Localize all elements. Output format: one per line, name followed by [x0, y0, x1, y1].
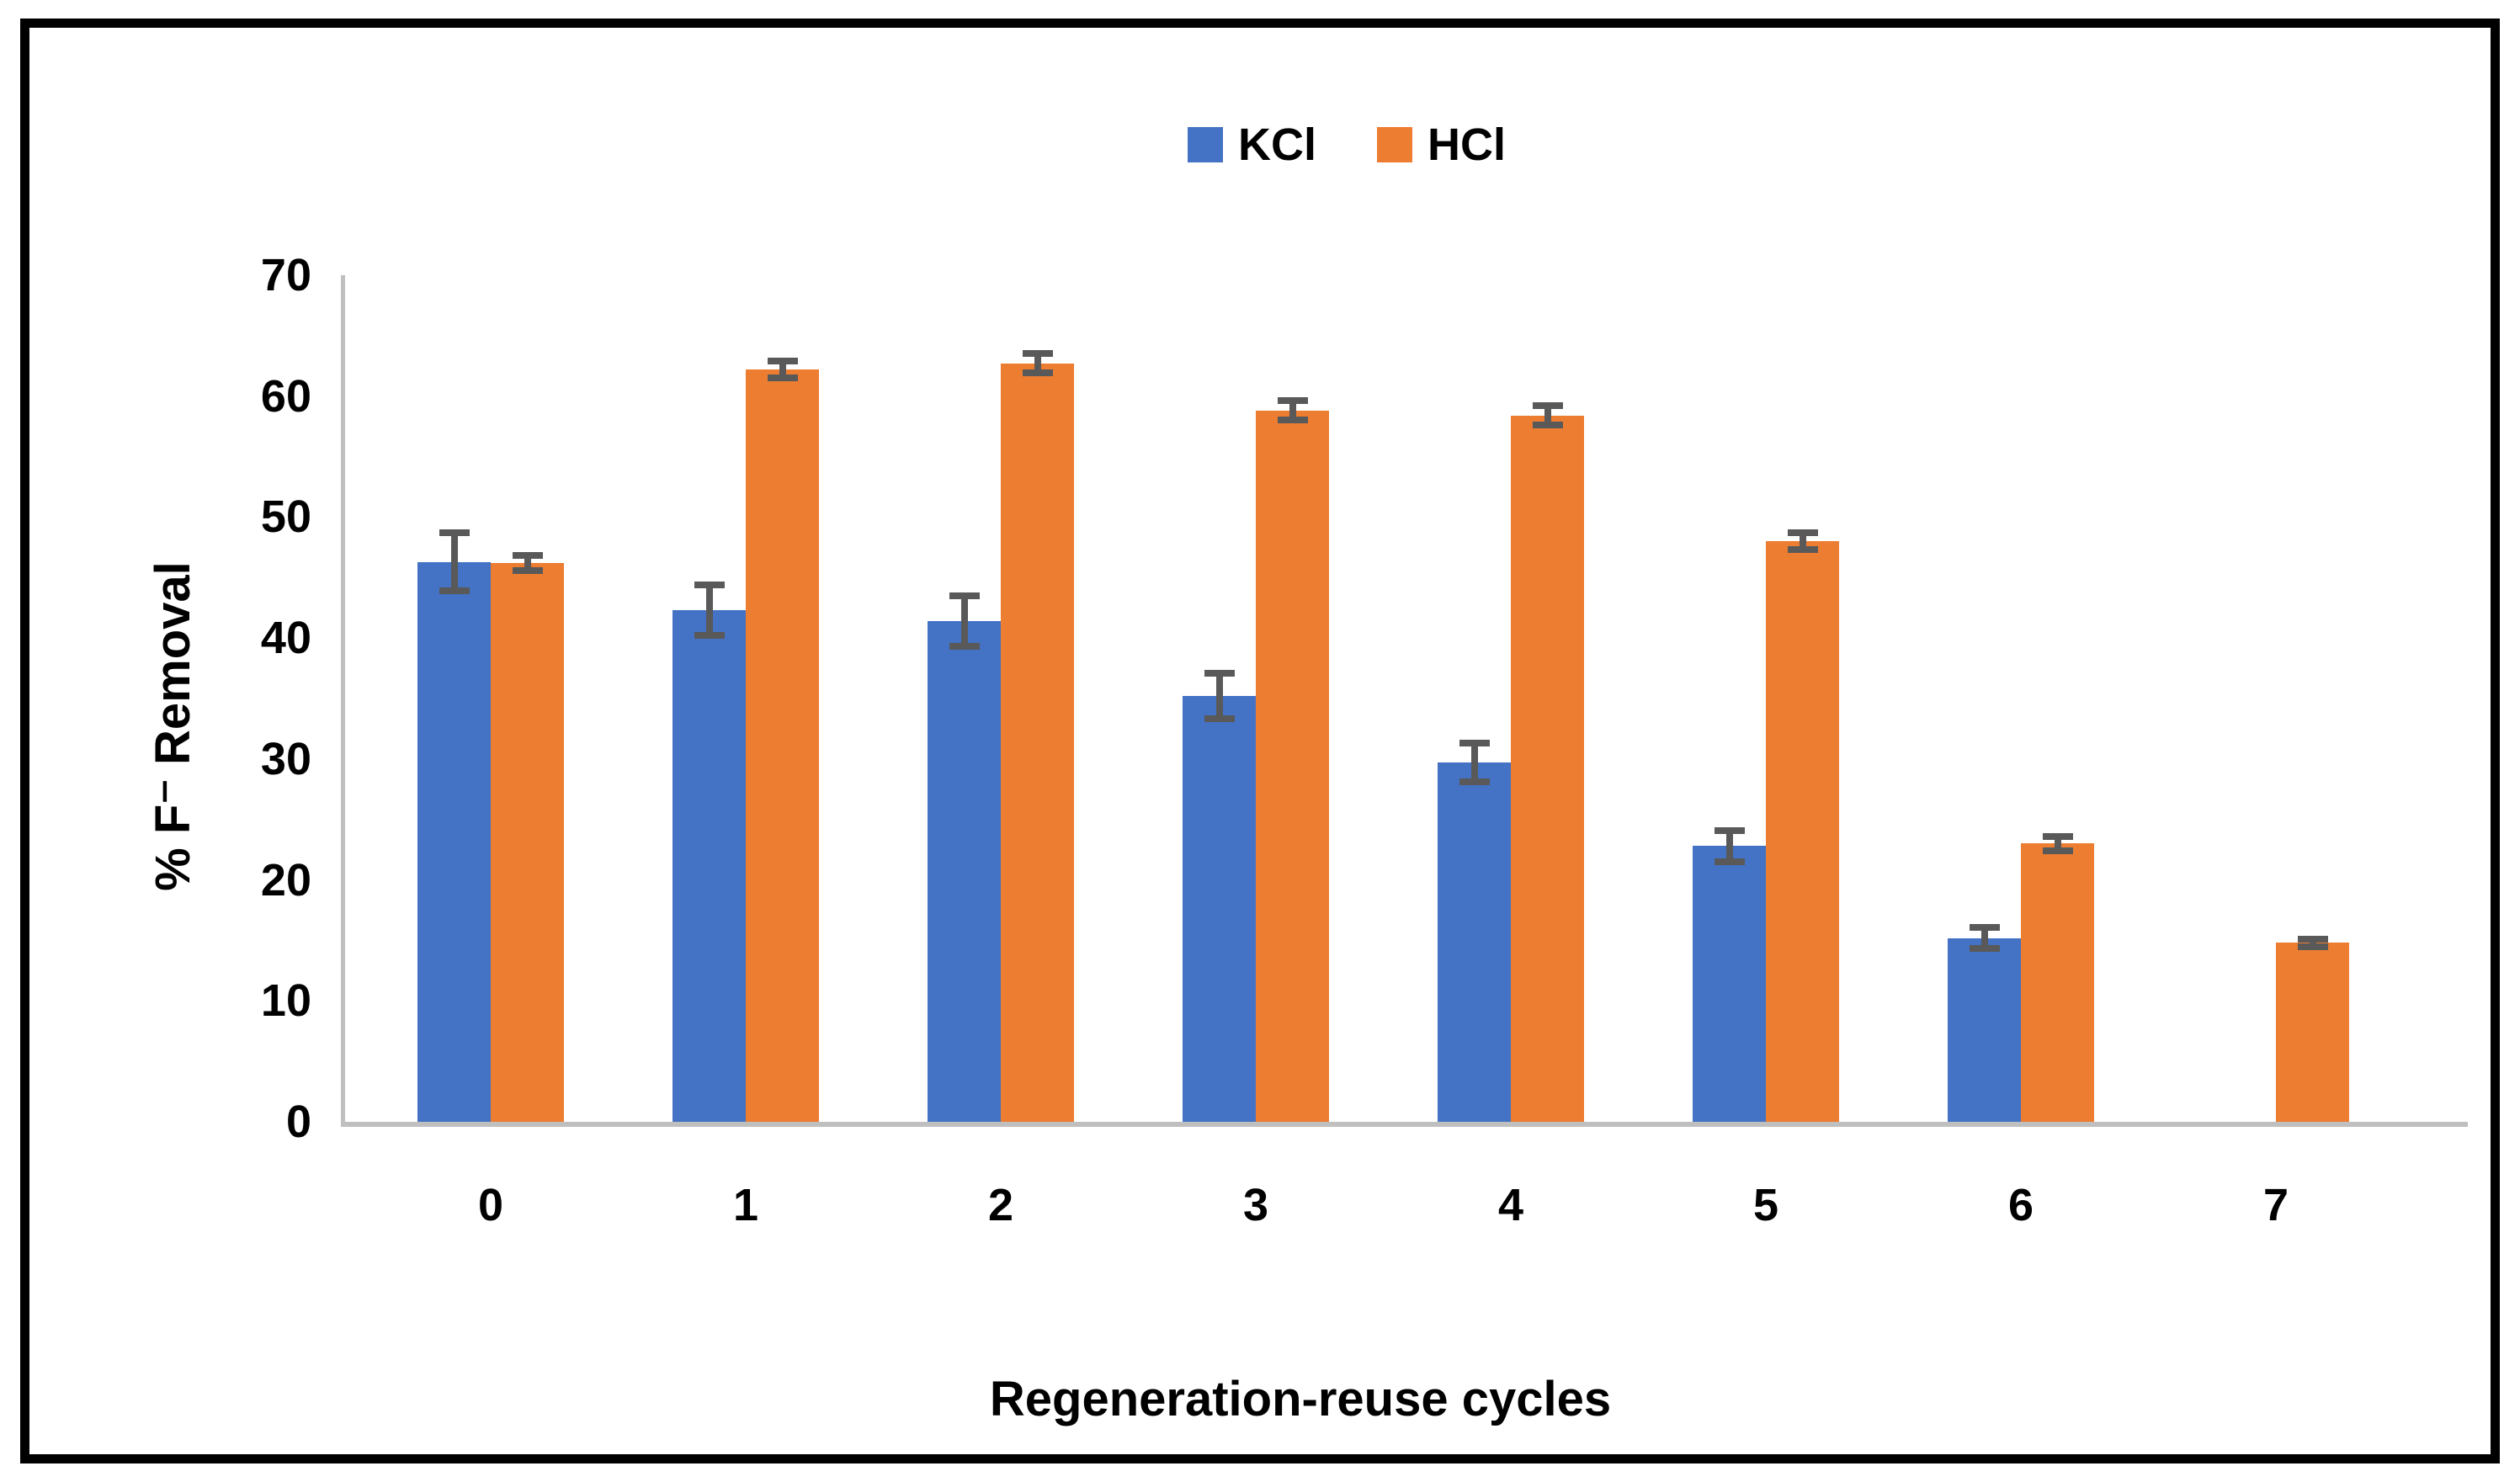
y-tick-label: 0 — [285, 1097, 311, 1147]
error-bar-hcl-cycle-0-bottom-cap — [512, 566, 543, 574]
x-axis-line — [341, 1122, 2468, 1127]
error-bar-hcl-cycle-3 — [1289, 401, 1296, 421]
bar-hcl-cycle-7 — [2276, 943, 2349, 1122]
error-bar-kcl-cycle-6-bottom-cap — [1969, 945, 2000, 953]
error-bar-hcl-cycle-7 — [2309, 938, 2316, 947]
error-bar-kcl-cycle-3-top-cap — [1204, 669, 1235, 677]
x-tick-label: 4 — [1497, 1180, 1524, 1230]
bar-kcl-cycle-1 — [673, 610, 746, 1122]
error-bar-kcl-cycle-3-bottom-cap — [1204, 715, 1235, 723]
error-bar-hcl-cycle-1-bottom-cap — [767, 374, 798, 382]
error-bar-kcl-cycle-3 — [1215, 672, 1223, 720]
error-bar-hcl-cycle-4 — [1544, 406, 1551, 426]
error-bar-hcl-cycle-5 — [1799, 533, 1806, 550]
error-bar-hcl-cycle-2-bottom-cap — [1022, 369, 1053, 377]
error-bar-kcl-cycle-0-bottom-cap — [439, 587, 470, 595]
bar-hcl-cycle-0 — [491, 563, 564, 1122]
legend-swatch-hcl-icon — [1377, 127, 1412, 162]
bar-hcl-cycle-5 — [1766, 541, 1839, 1122]
legend-item-hcl: HCl — [1377, 122, 1506, 167]
bar-kcl-cycle-2 — [928, 621, 1001, 1122]
error-bar-hcl-cycle-5-top-cap — [1787, 529, 1818, 537]
error-bar-hcl-cycle-0 — [524, 555, 531, 571]
error-bar-hcl-cycle-6 — [2054, 836, 2061, 852]
plot-area: 0 10 20 30 40 50 60 70 0 1 2 3 4 5 6 7 — [29, 28, 2491, 1454]
y-tick-label: 40 — [260, 613, 311, 664]
error-bar-hcl-cycle-3-bottom-cap — [1277, 417, 1308, 424]
error-bar-kcl-cycle-2 — [960, 595, 968, 647]
x-tick-label: 2 — [987, 1180, 1014, 1230]
error-bar-hcl-cycle-2-top-cap — [1022, 350, 1053, 358]
error-bar-hcl-cycle-2 — [1034, 353, 1041, 374]
bar-hcl-cycle-2 — [1001, 363, 1074, 1122]
error-bar-kcl-cycle-1-top-cap — [694, 581, 725, 588]
legend-swatch-kcl-icon — [1188, 127, 1223, 162]
error-bar-kcl-cycle-4 — [1470, 743, 1478, 783]
bar-kcl-cycle-4 — [1438, 762, 1511, 1122]
x-axis-title: Regeneration-reuse cycles — [989, 1372, 1612, 1426]
error-bar-kcl-cycle-4-bottom-cap — [1459, 778, 1490, 786]
error-bar-kcl-cycle-0-top-cap — [439, 529, 470, 537]
chart-figure: KCl HCl 0 10 20 30 40 50 60 70 0 1 2 3 4 5 6 7 % F⁻ Rem… — [20, 19, 2500, 1463]
error-bar-hcl-cycle-1 — [779, 361, 786, 379]
error-bar-kcl-cycle-1 — [705, 584, 713, 636]
y-tick-label: 70 — [260, 250, 311, 300]
error-bar-hcl-cycle-1-top-cap — [767, 358, 798, 365]
error-bar-hcl-cycle-6-bottom-cap — [2042, 847, 2073, 855]
bar-hcl-cycle-4 — [1511, 415, 1584, 1122]
x-tick-label: 1 — [732, 1180, 759, 1230]
error-bar-hcl-cycle-7-top-cap — [2297, 935, 2328, 943]
error-bar-kcl-cycle-5-top-cap — [1714, 826, 1745, 834]
x-tick-label: 7 — [2262, 1180, 2289, 1230]
error-bar-kcl-cycle-6-top-cap — [1969, 923, 2000, 931]
legend-label-kcl: KCl — [1238, 120, 1316, 170]
bar-hcl-cycle-1 — [746, 369, 819, 1122]
y-tick-label: 60 — [260, 370, 311, 422]
y-tick-label: 20 — [260, 854, 311, 906]
x-tick-label: 5 — [1752, 1180, 1779, 1230]
y-tick-label: 50 — [260, 491, 311, 543]
bar-hcl-cycle-3 — [1256, 410, 1329, 1122]
x-tick-label: 3 — [1242, 1180, 1269, 1230]
error-bar-kcl-cycle-1-bottom-cap — [694, 632, 725, 640]
bar-kcl-cycle-6 — [1948, 938, 2021, 1122]
error-bar-kcl-cycle-2-top-cap — [949, 592, 980, 599]
bar-kcl-cycle-5 — [1693, 846, 1766, 1122]
error-bar-hcl-cycle-4-top-cap — [1532, 402, 1563, 410]
error-bar-hcl-cycle-3-top-cap — [1277, 397, 1308, 405]
error-bar-kcl-cycle-4-top-cap — [1459, 740, 1490, 747]
legend: KCl HCl — [1188, 122, 1506, 167]
error-bar-hcl-cycle-7-bottom-cap — [2297, 943, 2328, 950]
bar-hcl-cycle-6 — [2021, 843, 2094, 1122]
bar-kcl-cycle-3 — [1183, 696, 1256, 1122]
legend-label-hcl: HCl — [1427, 120, 1506, 170]
error-bar-kcl-cycle-2-bottom-cap — [949, 643, 980, 651]
error-bar-hcl-cycle-4-bottom-cap — [1532, 422, 1563, 429]
x-tick-label: 0 — [477, 1180, 504, 1230]
bar-kcl-cycle-0 — [417, 561, 491, 1122]
error-bar-hcl-cycle-6-top-cap — [2042, 832, 2073, 840]
y-tick-label: 30 — [260, 733, 311, 784]
error-bar-hcl-cycle-0-top-cap — [512, 552, 543, 560]
y-axis-line — [341, 275, 345, 1126]
y-axis-title: % F⁻ Removal — [146, 561, 200, 891]
error-bar-hcl-cycle-5-bottom-cap — [1787, 546, 1818, 554]
error-bar-kcl-cycle-0 — [450, 533, 458, 592]
error-bar-kcl-cycle-6 — [1980, 927, 1988, 949]
x-tick-label: 6 — [2007, 1180, 2034, 1230]
error-bar-kcl-cycle-5 — [1725, 830, 1733, 862]
error-bar-kcl-cycle-5-bottom-cap — [1714, 858, 1745, 865]
y-tick-label: 10 — [260, 975, 311, 1027]
legend-item-kcl: KCl — [1188, 122, 1316, 167]
